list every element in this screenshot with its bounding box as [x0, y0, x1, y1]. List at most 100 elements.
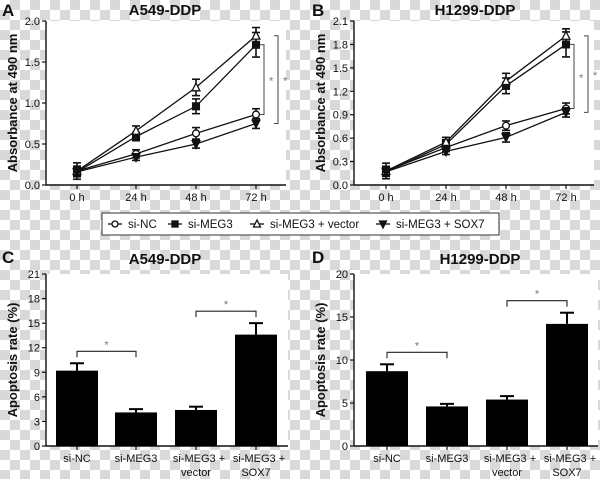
y-tick-label: 0	[34, 441, 40, 453]
significance-star: *	[104, 339, 109, 351]
y-tick-label: 0.9	[333, 110, 348, 122]
significance-bracket	[260, 44, 265, 115]
y-tick-label: 15	[336, 312, 348, 324]
x-tick-label: 48 h	[185, 192, 206, 204]
circle-marker-icon	[251, 110, 261, 119]
x-tick-label: vector	[181, 467, 211, 479]
triangle-marker-icon	[191, 81, 201, 92]
legend-item: si-NC	[108, 219, 157, 231]
significance-bracket	[195, 310, 257, 318]
x-tick-label: 24 h	[125, 192, 146, 204]
inverted-triangle-marker-icon	[191, 139, 201, 150]
y-tick-label: 21	[28, 269, 40, 281]
y-tick-label: 1.2	[333, 86, 348, 98]
inverted-triangle-marker-icon	[72, 167, 82, 178]
significance-bracket	[584, 35, 589, 113]
y-tick-label: 15	[28, 318, 40, 330]
y-tick-label: 0.5	[25, 139, 40, 151]
panel-letter-d: D	[312, 248, 324, 267]
legend-label: si-MEG3 + SOX7	[396, 219, 485, 231]
plot-area-b	[354, 21, 594, 185]
y-tick-label: 12	[28, 343, 40, 355]
circle-marker-icon	[191, 129, 201, 138]
x-tick-label: si-MEG3	[426, 453, 469, 465]
panel-title-a: A549-DDP	[129, 2, 202, 19]
y-axis-label-d: Apoptosis rate (%)	[313, 303, 328, 418]
significance-bracket	[76, 350, 137, 358]
significance-bracket	[274, 35, 279, 124]
y-tick-label: 1.8	[333, 39, 348, 51]
legend: si-NC si-MEG3 si-MEG3 + vector si-MEG3 + SO…	[101, 212, 500, 236]
significance-star: *	[579, 72, 584, 84]
inverted-triangle-marker-icon	[378, 220, 388, 230]
x-tick-label: si-MEG3 +	[484, 453, 536, 465]
panel-c: C A549-DDP Apoptosis rate (%) 0 3 6 9 12 15 18…	[2, 248, 288, 479]
y-tick-label: 1.5	[25, 57, 40, 69]
inverted-triangle-marker-icon	[441, 147, 451, 158]
plot-area-a	[46, 21, 286, 185]
panel-b: B H1299-DDP Absorbance at 490 nm 0.00.30…	[312, 1, 598, 204]
legend-item: si-MEG3 + SOX7	[376, 219, 485, 231]
bar-si-meg3-vector	[175, 409, 217, 446]
triangle-marker-icon	[252, 218, 262, 228]
bar-series-d: **	[366, 289, 588, 446]
y-tick-label: 20	[336, 269, 348, 281]
bar-si-nc	[366, 371, 408, 446]
significance-bracket	[386, 351, 448, 359]
panel-letter-a: A	[2, 1, 14, 20]
y-tick-label: 9	[34, 367, 40, 379]
bar-si-meg3-vector	[486, 399, 528, 446]
y-tick-label: 0.3	[333, 157, 348, 169]
panel-letter-b: B	[312, 1, 324, 20]
bar-si-nc	[56, 370, 98, 446]
inverted-triangle-marker-icon	[561, 108, 571, 119]
y-tick-label: 2.0	[25, 16, 40, 28]
x-tick-label: si-NC	[63, 453, 91, 465]
legend-item: si-MEG3 + vector	[250, 218, 359, 231]
square-marker-icon	[191, 102, 201, 111]
y-tick-label: 0	[342, 441, 348, 453]
y-tick-label: 18	[28, 294, 40, 306]
triangle-marker-icon	[561, 29, 571, 40]
legend-label: si-MEG3	[188, 219, 233, 231]
y-tick-label: 1.5	[333, 63, 348, 75]
x-tick-label: si-MEG3 +	[544, 453, 596, 465]
significance-star: *	[283, 76, 288, 88]
bar-si-meg3-sox7	[546, 323, 588, 446]
triangle-marker-icon	[251, 29, 261, 40]
panel-a: A A549-DDP Absorbance at 490 nm 0.0 0.5 1.…	[2, 1, 288, 204]
y-tick-label: 6	[34, 392, 40, 404]
y-tick-label: 5	[342, 398, 348, 410]
significance-bracket	[570, 43, 575, 109]
x-tick-label: SOX7	[552, 467, 581, 479]
panel-d: D H1299-DDP Apoptosis rate (%) 0 5 10 15 20 s…	[312, 248, 598, 479]
series-si-meg3-sox7	[72, 117, 261, 178]
y-tick-label: 0.6	[333, 133, 348, 145]
y-axis-label-c: Apoptosis rate (%)	[5, 303, 20, 418]
y-axis-label-b: Absorbance at 490 nm	[313, 34, 328, 173]
axes-c: 0 3 6 9 12 15 18 21 si-NC si-MEG3 si-MEG3 + vector s…	[28, 269, 288, 479]
x-tick-label: si-MEG3 +	[173, 453, 225, 465]
bar-series-c: **	[56, 299, 277, 446]
y-tick-label: 3	[34, 416, 40, 428]
significance-star: *	[224, 299, 229, 311]
significance-star: *	[593, 70, 598, 82]
triangle-marker-icon	[501, 75, 511, 86]
bar-si-meg3	[426, 406, 468, 446]
x-tick-label: 0 h	[378, 192, 393, 204]
x-tick-label: si-MEG3	[115, 453, 158, 465]
legend-box	[101, 212, 500, 236]
x-tick-label: SOX7	[241, 467, 270, 479]
legend-label: si-MEG3 + vector	[270, 219, 359, 231]
bar-si-meg3-sox7	[235, 334, 277, 446]
significance-star: *	[415, 340, 420, 352]
x-tick-label: 72 h	[555, 192, 576, 204]
bar-si-meg3	[115, 412, 157, 446]
x-tick-label: 48 h	[495, 192, 516, 204]
significance-bracket	[506, 300, 568, 307]
x-tick-label: 72 h	[245, 192, 266, 204]
triangle-marker-icon	[131, 125, 141, 135]
square-marker-icon	[171, 220, 179, 228]
circle-marker-icon	[501, 121, 511, 130]
